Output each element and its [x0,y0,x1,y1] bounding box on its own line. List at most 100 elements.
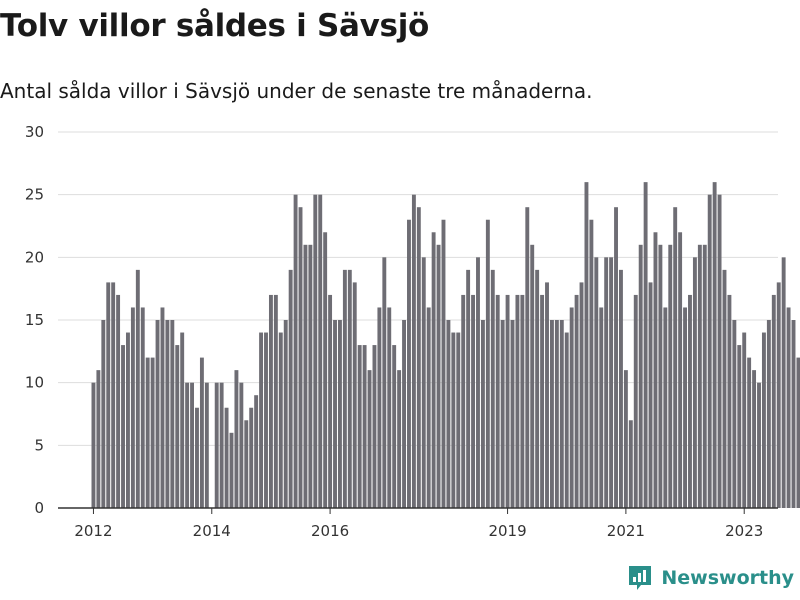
bar [500,320,505,508]
bar [461,294,466,508]
bar [796,357,800,508]
bar [737,345,742,508]
bar [254,395,259,508]
bar [278,332,283,508]
bar [752,370,757,508]
bar [505,294,510,508]
bar [293,194,298,509]
y-tick-label: 30 [25,123,44,141]
x-tick-label: 2016 [311,522,349,540]
y-tick-label: 10 [25,374,44,392]
bar [476,257,480,508]
bar [328,294,333,508]
bar [732,320,737,508]
bar [712,182,717,508]
bar [195,407,199,508]
bar [347,269,352,508]
bar [441,219,446,509]
y-tick-label: 5 [34,436,44,454]
bar [397,370,402,508]
bar [757,382,761,508]
brand-logo: Newsworthy [627,564,794,592]
y-tick-label: 20 [25,248,44,266]
bar [382,257,387,508]
bar [599,307,604,508]
bar [244,420,249,508]
bar [333,320,337,508]
bar [717,194,722,509]
bar [594,257,599,508]
bar [668,244,673,509]
bar [692,257,697,508]
bar [747,357,752,508]
bar [288,269,293,508]
bar [259,332,264,508]
bar [224,407,229,508]
bar [165,320,170,508]
bar [761,332,766,508]
bar [367,370,372,508]
bar [673,207,678,508]
bar [791,320,796,508]
bar [510,320,515,508]
bar [264,332,268,508]
bar [643,182,648,508]
bar [308,244,313,509]
bar [569,307,574,508]
bar [579,282,584,508]
x-axis: 2012201420162019202120232025 [58,507,778,540]
bar [387,307,392,508]
bar [619,269,623,508]
bar [416,207,421,508]
bar [426,307,431,508]
bar [357,345,362,508]
bar [525,207,530,508]
bar [239,382,244,508]
x-tick-label: 2014 [193,522,231,540]
bar [604,257,609,508]
bar [530,244,535,509]
bar [589,219,594,509]
bar [436,244,441,509]
bar [520,294,525,508]
x-tick-label: 2019 [488,522,526,540]
bar [273,294,278,508]
bar [663,307,668,508]
bar [111,282,116,508]
bar [658,244,663,509]
bar [407,219,411,509]
bar [480,320,485,508]
bar [702,244,707,509]
bar [283,320,288,508]
bar [614,207,618,508]
bar [559,320,564,508]
bar [204,382,209,508]
bar [722,269,727,508]
newsworthy-logo-icon [629,566,652,590]
bar [653,232,658,508]
bar [135,269,140,508]
bar [771,294,776,508]
bar [338,320,342,508]
bar [323,232,328,508]
bar [707,194,712,509]
bar [540,294,545,508]
bar [101,320,106,508]
bar [638,244,643,509]
bar [411,194,416,509]
bar [776,282,781,508]
bar [431,232,436,508]
bar [609,257,614,508]
bar [219,382,224,508]
y-tick-label: 15 [25,311,44,329]
bar [584,182,589,508]
bar [170,320,175,508]
bar [229,432,234,508]
bar [155,320,160,508]
chart-subtitle: Antal sålda villor i Sävsjö under de sen… [0,79,593,103]
bar [786,307,791,508]
bar [268,294,273,508]
bar [727,294,732,508]
bar [116,294,121,508]
bar [402,320,406,508]
